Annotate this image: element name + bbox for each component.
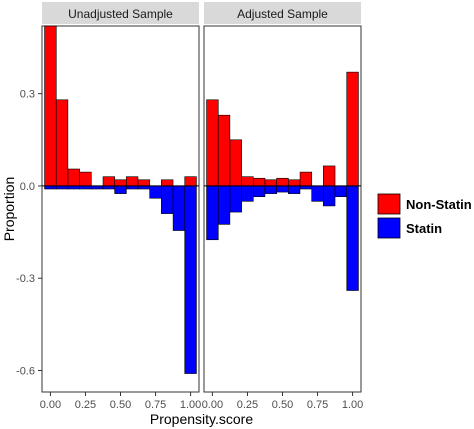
bar-statin-p1-12	[346, 185, 359, 291]
bar-non-statin-p0-10	[161, 179, 174, 187]
bar-non-statin-p1-7	[287, 179, 301, 187]
x-tick-label-p0-3: 0.75	[145, 399, 166, 411]
bar-statin-p1-2	[229, 185, 242, 213]
bar-non-statin-p1-1	[217, 114, 231, 187]
bar-non-statin-p0-6	[114, 179, 127, 187]
x-tick-label-p0-2: 0.50	[110, 399, 131, 411]
facet-strip-0	[42, 2, 199, 24]
bar-non-statin-p1-6	[276, 177, 289, 187]
bar-non-statin-p0-5	[102, 176, 116, 187]
bar-non-statin-p0-2	[67, 168, 80, 187]
bar-statin-p1-9	[311, 185, 324, 202]
bar-non-statin-p0-3	[79, 171, 92, 187]
legend-key-1	[377, 217, 401, 239]
x-tick-label-p1-2: 0.50	[272, 399, 293, 411]
bar-non-statin-p0-0	[44, 25, 57, 187]
bar-statin-p0-12	[184, 185, 197, 374]
bar-statin-p1-7	[287, 185, 301, 194]
facet-title-0: Unadjusted Sample	[68, 7, 173, 21]
bar-non-statin-p0-1	[55, 99, 69, 187]
x-tick-label-p0-1: 0.25	[75, 399, 96, 411]
bar-statin-p1-5	[264, 185, 278, 194]
bar-statin-p0-11	[172, 185, 186, 231]
bar-non-statin-p1-2	[229, 139, 242, 187]
facet-title-1: Adjusted Sample	[237, 7, 328, 21]
x-tick-label-p1-4: 1.00	[342, 399, 363, 411]
bar-non-statin-p1-12	[346, 71, 359, 187]
x-tick-label-p1-0: 0.00	[202, 399, 223, 411]
bar-statin-p0-6	[114, 185, 127, 194]
bar-statin-p1-4	[252, 185, 266, 197]
bar-non-statin-p1-10	[323, 165, 336, 187]
y-tick-label-1: 0.0	[20, 181, 35, 193]
bar-non-statin-p0-8	[137, 179, 151, 187]
bar-statin-p1-3	[241, 185, 254, 202]
bar-non-statin-p1-0	[206, 99, 219, 187]
bar-statin-p1-1	[217, 185, 231, 225]
x-tick-label-p0-0: 0.00	[40, 399, 61, 411]
bar-statin-p1-0	[206, 185, 219, 241]
x-tick-label-p1-3: 0.75	[307, 399, 328, 411]
y-tick-label-0: 0.3	[20, 89, 35, 101]
legend-key-0	[377, 193, 401, 215]
bar-non-statin-p1-5	[264, 179, 278, 187]
bar-statin-p0-9	[149, 185, 162, 199]
bar-non-statin-p0-7	[125, 176, 139, 187]
bar-statin-p0-10	[161, 185, 174, 214]
y-tick-label-2: -0.3	[16, 273, 35, 285]
bar-non-statin-p1-3	[241, 176, 254, 187]
x-tick-label-p1-1: 0.25	[237, 399, 258, 411]
facet-strip-1	[204, 2, 361, 24]
bar-statin-p1-10	[323, 185, 336, 207]
bar-statin-p1-11	[334, 185, 348, 197]
y-tick-label-3: -0.6	[16, 365, 35, 377]
bar-non-statin-p0-12	[184, 176, 197, 187]
bar-statin-p1-6	[276, 185, 289, 193]
bar-non-statin-p1-4	[252, 177, 266, 187]
bar-non-statin-p1-8	[299, 171, 313, 187]
y-axis-title: Proportion	[1, 177, 17, 242]
legend-label-1: Statin	[406, 221, 442, 236]
legend-label-0: Non-Statin	[406, 197, 472, 212]
x-tick-label-p0-4: 1.00	[180, 399, 201, 411]
x-axis-title: Propensity.score	[150, 411, 253, 427]
